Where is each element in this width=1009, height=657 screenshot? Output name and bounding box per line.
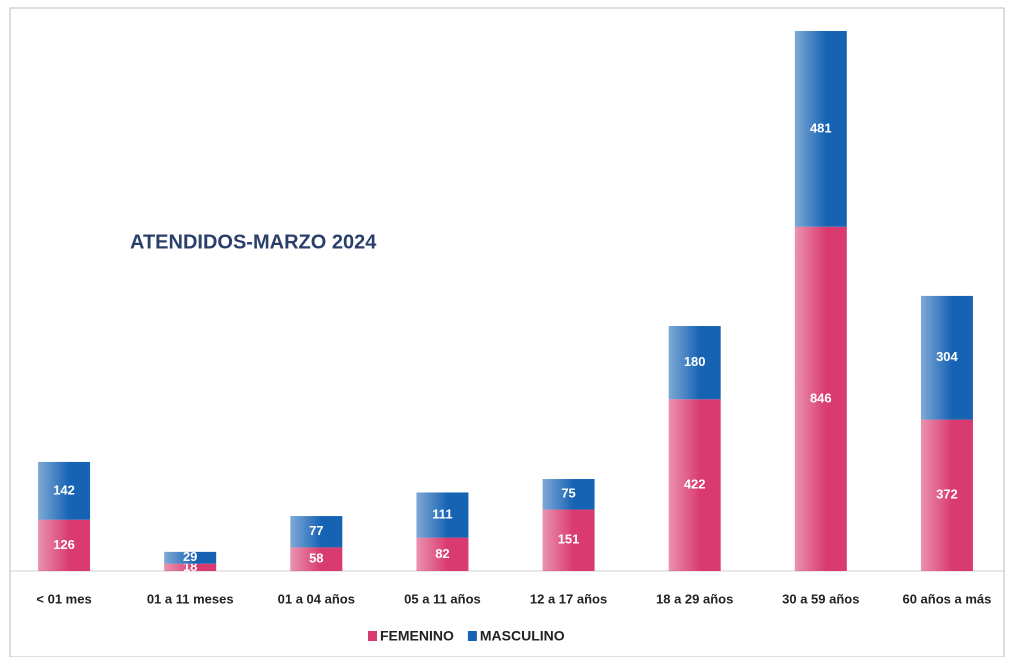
data-label: 29: [183, 549, 197, 564]
bar-segment: [794, 226, 847, 571]
bar-segment: [416, 537, 469, 571]
data-label: 304: [936, 349, 958, 364]
legend-label: MASCULINO: [480, 628, 565, 644]
bar-segment: [38, 461, 91, 520]
bar-segment: [668, 399, 721, 571]
bar-segment: [920, 295, 973, 420]
chart-frame: [9, 7, 1005, 657]
x-tick-label: 01 a 11 meses: [147, 591, 234, 606]
bar-segment: [290, 516, 343, 548]
data-label: 372: [936, 487, 958, 502]
bar-segment: [290, 547, 343, 571]
data-label: 846: [810, 390, 832, 405]
bar-segment: [542, 479, 595, 510]
data-label: 180: [684, 354, 706, 369]
bar-segment: [668, 326, 721, 400]
data-label: 111: [432, 506, 452, 521]
data-label: 422: [684, 477, 706, 492]
bar-segment: [542, 509, 595, 571]
x-tick-label: 05 a 11 años: [404, 591, 481, 606]
data-label: 142: [53, 482, 75, 497]
bar-segment: [38, 519, 91, 571]
x-tick-label: 30 a 59 años: [782, 591, 859, 606]
data-label: 77: [309, 523, 323, 538]
data-label: 75: [561, 486, 575, 501]
legend-label: FEMENINO: [380, 628, 454, 644]
data-label: 151: [558, 532, 580, 547]
chart-title: ATENDIDOS-MARZO 2024: [130, 231, 377, 253]
x-tick-label: < 01 mes: [36, 591, 91, 606]
x-tick-label: 18 a 29 años: [656, 591, 733, 606]
legend-swatch: [467, 631, 477, 641]
bar-segment: [794, 31, 847, 227]
legend-swatch: [368, 631, 377, 641]
x-tick-label: 01 a 04 años: [278, 591, 355, 606]
bar-segment: [164, 563, 217, 571]
data-label: 82: [435, 546, 449, 561]
bar-segment: [164, 551, 217, 564]
data-label: 126: [53, 537, 75, 552]
data-label: 58: [309, 551, 323, 566]
x-tick-label: 60 años a más: [902, 591, 991, 606]
bar-segment: [416, 492, 469, 538]
x-tick-label: 12 a 17 años: [530, 591, 607, 606]
data-label: 481: [810, 120, 832, 135]
bar-segment: [920, 419, 973, 571]
